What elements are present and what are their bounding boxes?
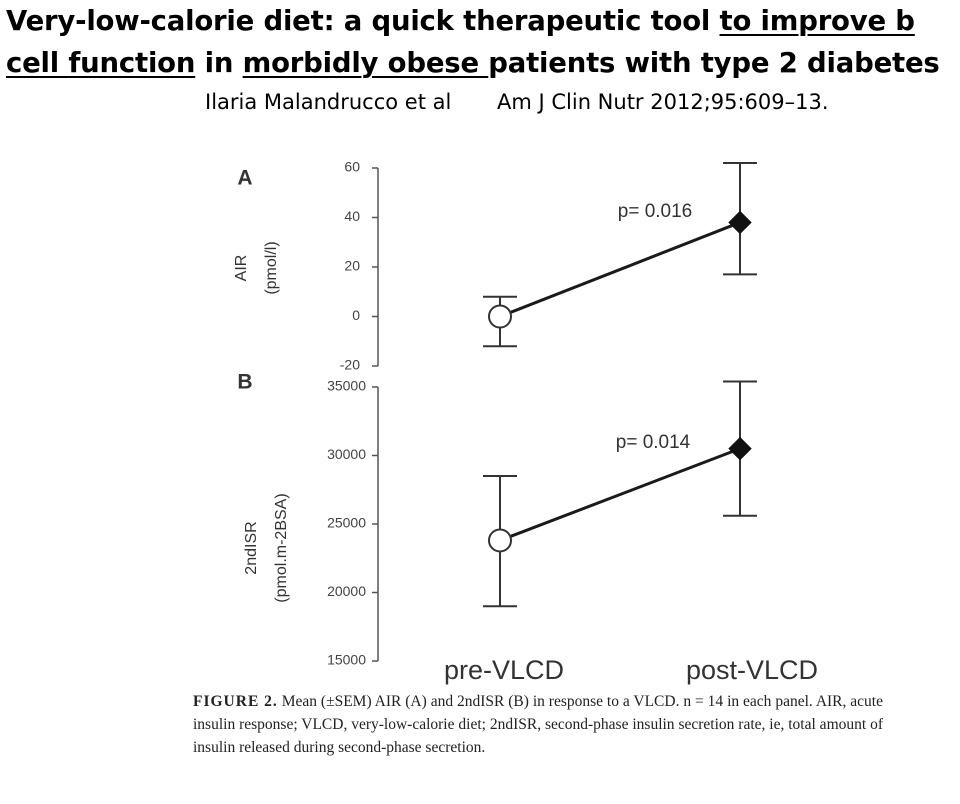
y-axis-label: 2ndISR (243, 521, 260, 574)
y-tick-label: 20000 (327, 583, 366, 599)
data-point-post (728, 210, 752, 235)
slide-title: Very-low-calorie diet: a quick therapeut… (6, 0, 960, 84)
citation-journal: Am J Clin Nutr 2012;95:609–13. (497, 90, 829, 114)
title-part-5: patients with type 2 diabetes (488, 47, 940, 79)
y-tick-label: 60 (344, 159, 360, 175)
y-axis-label: AIR (233, 255, 250, 282)
y-tick-label: 20 (344, 258, 360, 274)
y-tick-label: 35000 (327, 378, 366, 394)
panel-label-b: B (237, 371, 252, 394)
citation-author: Ilaria Malandrucco et al (205, 90, 452, 114)
series-line (499, 221, 741, 318)
y-axis-label: (pmol/l) (263, 241, 280, 294)
y-tick-label: 0 (352, 307, 360, 323)
caption-label: FIGURE 2. (193, 693, 278, 710)
title-part-4: morbidly obese (242, 47, 489, 79)
y-axis-label: (pmol.m-2BSA) (273, 493, 290, 602)
y-tick-label: 15000 (327, 652, 366, 668)
x-category-label: pre-VLCD (444, 655, 564, 685)
p-value-annotation: p= 0.016 (618, 201, 693, 222)
y-tick-label: 40 (344, 208, 360, 224)
series-line (499, 447, 741, 542)
title-part-2: to improve b cell function (6, 5, 915, 79)
y-tick-label: 30000 (327, 446, 366, 462)
data-point-pre (488, 304, 512, 329)
figure-caption: FIGURE 2. Mean (±SEM) AIR (A) and 2ndISR… (193, 690, 883, 759)
p-value-annotation: p= 0.014 (616, 432, 691, 453)
data-point-post (728, 436, 752, 461)
y-tick-label: 25000 (327, 515, 366, 531)
data-point-pre (488, 528, 512, 553)
panel-label-a: A (237, 167, 252, 190)
title-part-3: in (195, 47, 243, 79)
x-category-label: post-VLCD (686, 655, 818, 685)
caption-text: Mean (±SEM) AIR (A) and 2ndISR (B) in re… (193, 693, 883, 756)
y-tick-label: -20 (340, 357, 360, 373)
title-part-1: Very-low-calorie diet: a quick therapeut… (6, 5, 720, 37)
